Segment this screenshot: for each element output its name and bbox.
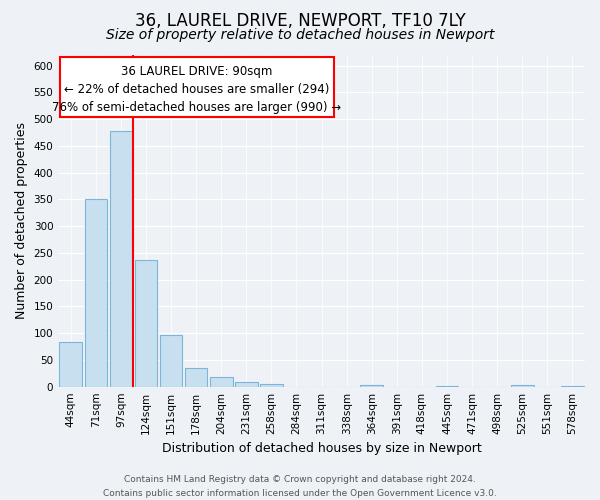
Bar bbox=[110, 131, 132, 386]
Bar bbox=[185, 368, 208, 386]
Bar bbox=[235, 382, 257, 386]
Text: 36 LAUREL DRIVE: 90sqm: 36 LAUREL DRIVE: 90sqm bbox=[121, 65, 272, 78]
Text: Contains HM Land Registry data © Crown copyright and database right 2024.
Contai: Contains HM Land Registry data © Crown c… bbox=[103, 476, 497, 498]
Bar bbox=[134, 260, 157, 386]
Bar bbox=[361, 385, 383, 386]
Bar bbox=[210, 377, 233, 386]
FancyBboxPatch shape bbox=[60, 56, 334, 116]
Bar bbox=[59, 342, 82, 386]
Bar bbox=[160, 335, 182, 386]
Bar bbox=[260, 384, 283, 386]
X-axis label: Distribution of detached houses by size in Newport: Distribution of detached houses by size … bbox=[162, 442, 481, 455]
Y-axis label: Number of detached properties: Number of detached properties bbox=[15, 122, 28, 320]
Text: ← 22% of detached houses are smaller (294): ← 22% of detached houses are smaller (29… bbox=[64, 83, 329, 96]
Text: Size of property relative to detached houses in Newport: Size of property relative to detached ho… bbox=[106, 28, 494, 42]
Text: 36, LAUREL DRIVE, NEWPORT, TF10 7LY: 36, LAUREL DRIVE, NEWPORT, TF10 7LY bbox=[134, 12, 466, 30]
Bar bbox=[511, 385, 533, 386]
Text: 76% of semi-detached houses are larger (990) →: 76% of semi-detached houses are larger (… bbox=[52, 101, 341, 114]
Bar bbox=[85, 200, 107, 386]
